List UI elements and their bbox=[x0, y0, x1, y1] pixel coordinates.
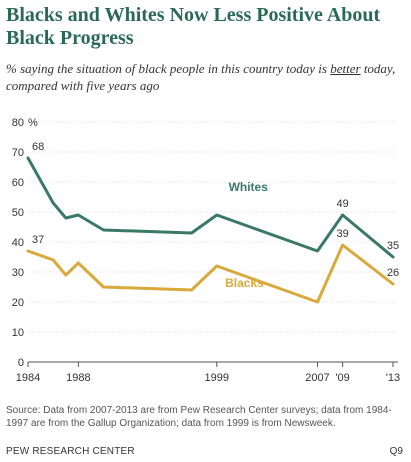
y-tick-label: 60 bbox=[12, 177, 24, 189]
y-tick-label: 20 bbox=[12, 297, 24, 309]
y-tick-label: 40 bbox=[12, 237, 24, 249]
x-tick-label: 1999 bbox=[205, 372, 229, 384]
series-label-whites: Whites bbox=[229, 180, 269, 194]
y-unit-label: % bbox=[28, 117, 38, 129]
line-chart: 0 10 20 30 40 50 60 70 80 % 1984 1988 1999 2007 '09 '13… bbox=[12, 117, 400, 384]
chart-title: Blacks and Whites Now Less Positive Abou… bbox=[6, 4, 381, 49]
footer-code: Q9 bbox=[389, 446, 403, 457]
x-tick-label: '09 bbox=[335, 372, 349, 384]
data-label: 39 bbox=[337, 228, 349, 240]
x-tick-label: 1984 bbox=[16, 372, 40, 384]
y-tick-label: 30 bbox=[12, 267, 24, 279]
data-label: 68 bbox=[32, 141, 44, 153]
series-line-whites bbox=[26, 156, 395, 259]
subtitle-before: % saying the situation of black people i… bbox=[6, 61, 331, 76]
series-line-blacks bbox=[26, 243, 395, 304]
series-label-blacks: Blacks bbox=[225, 276, 264, 290]
y-tick-label: 80 bbox=[12, 117, 24, 129]
data-label: 35 bbox=[387, 240, 399, 252]
footer-org: PEW RESEARCH CENTER bbox=[6, 446, 135, 457]
y-tick-label: 0 bbox=[18, 357, 24, 369]
x-tick-label: 2007 bbox=[305, 372, 329, 384]
x-tick-label: '13 bbox=[386, 372, 400, 384]
data-label: 49 bbox=[337, 198, 349, 210]
y-tick-label: 50 bbox=[12, 207, 24, 219]
data-label: 26 bbox=[387, 267, 399, 279]
subtitle-after: today, compared with five years ago bbox=[6, 61, 396, 93]
chart-subtitle: % saying the situation of black people i… bbox=[6, 60, 406, 94]
source-note: Source: Data from 2007-2013 are from Pew… bbox=[6, 405, 392, 429]
x-tick-label: 1988 bbox=[66, 372, 90, 384]
y-tick-label: 10 bbox=[12, 327, 24, 339]
y-tick-label: 70 bbox=[12, 147, 24, 159]
subtitle-emphasis: better bbox=[330, 61, 361, 76]
data-label: 37 bbox=[32, 234, 44, 246]
